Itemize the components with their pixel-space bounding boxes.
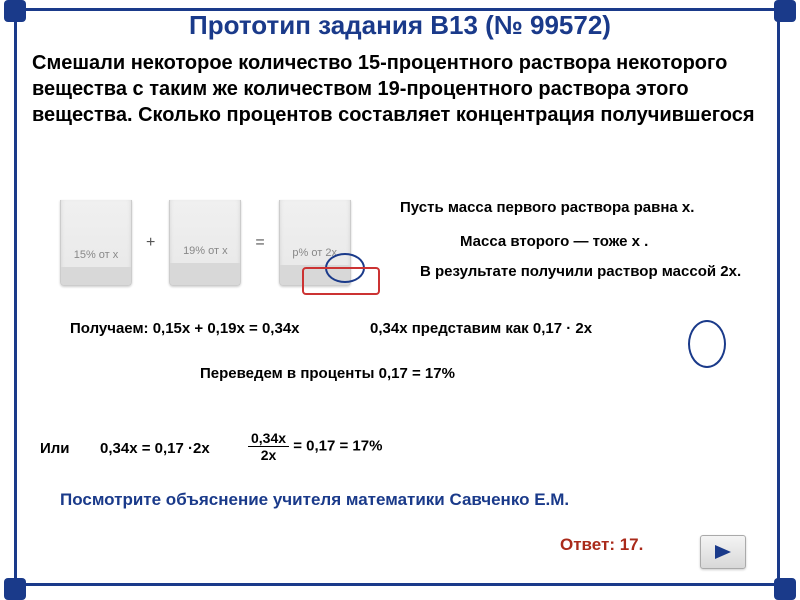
side-line-1: Пусть масса первого раствора равна x. (400, 198, 770, 218)
plus-op: + (140, 234, 161, 252)
problem-text: Смешали некоторое количество 15-процентн… (32, 50, 762, 128)
equation-2: 0,34x представим как 0,17 · 2x (370, 320, 690, 337)
equals-op: = (249, 234, 270, 252)
side-line-3: В результате получили раствор массой 2x. (420, 262, 760, 282)
circle-annotation-2 (688, 320, 726, 368)
beaker-2-liquid (170, 263, 240, 285)
play-icon (712, 543, 734, 561)
slide-title: Прототип задания B13 (№ 99572) (0, 10, 800, 41)
eq4-a: 0,34x = 0,17 ·2x (100, 440, 240, 457)
equation-1: Получаем: 0,15x + 0,19x = 0,34x (70, 320, 300, 337)
teacher-link[interactable]: Посмотрите объяснение учителя математики… (60, 490, 569, 510)
fraction-denominator: 2x (248, 447, 289, 463)
fraction: 0,34x 2x (248, 430, 289, 463)
next-button[interactable] (700, 535, 746, 569)
beaker-2-label: 19% от x (170, 245, 240, 263)
red-box-annotation (302, 267, 380, 295)
beaker-1: 15% от x (60, 200, 132, 286)
eq4-b: = 0,17 = 17% (293, 437, 382, 454)
eq4-prefix: Или (40, 440, 70, 457)
beaker-1-label: 15% от x (61, 249, 131, 267)
equation-3: Переведем в проценты 0,17 = 17% (200, 365, 600, 382)
beaker-1-liquid (61, 267, 131, 285)
fraction-numerator: 0,34x (248, 430, 289, 447)
eq4-fraction-block: 0,34x 2x = 0,17 = 17% (248, 430, 382, 463)
side-line-2: Масса второго — тоже x . (460, 232, 770, 252)
beaker-2: 19% от x (169, 200, 241, 286)
answer-text: Ответ: 17. (560, 535, 660, 555)
